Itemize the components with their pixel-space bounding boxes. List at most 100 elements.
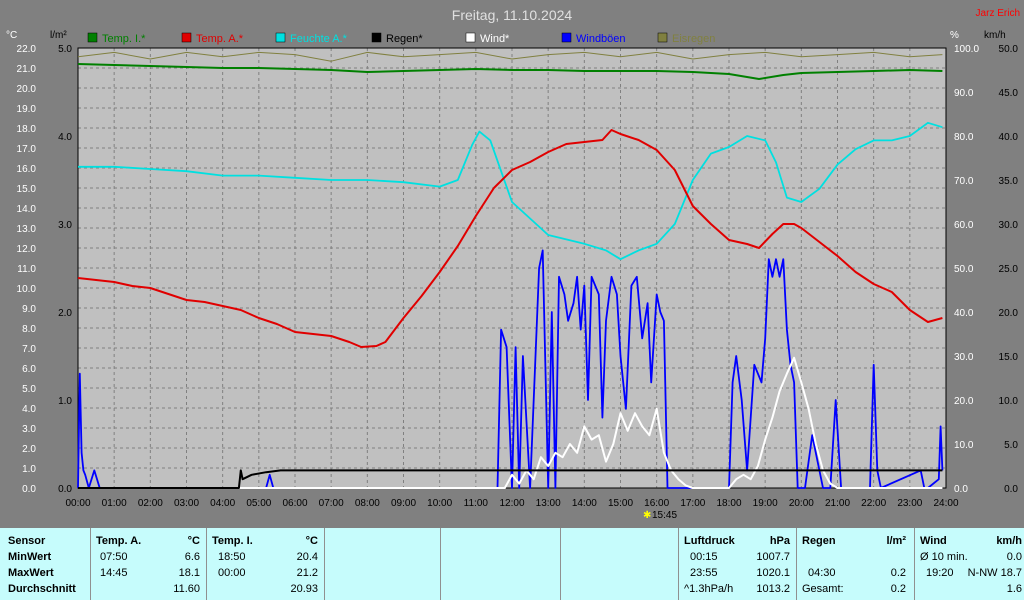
divider xyxy=(324,528,325,600)
temp-tick-label: 7.0 xyxy=(22,344,36,355)
temp-tick-label: 22.0 xyxy=(17,44,37,55)
x-tick-label: 13:00 xyxy=(536,498,561,509)
temp-tick-label: 20.0 xyxy=(17,84,37,95)
temp-a-header: Temp. A. xyxy=(96,535,142,547)
x-tick-label: 01:00 xyxy=(102,498,127,509)
wind-tick-label: 10.0 xyxy=(999,396,1019,407)
wind-tick-label: 5.0 xyxy=(1004,440,1018,451)
x-tick-label: 09:00 xyxy=(391,498,416,509)
x-tick-label: 21:00 xyxy=(825,498,850,509)
pct-tick-label: 90.0 xyxy=(954,88,974,99)
pct-tick-label: 80.0 xyxy=(954,132,974,143)
author-label: Jarz Erich xyxy=(976,8,1020,19)
temp-tick-label: 17.0 xyxy=(17,144,37,155)
pct-tick-label: 20.0 xyxy=(954,396,974,407)
temp-tick-label: 14.0 xyxy=(17,204,37,215)
x-tick-label: 22:00 xyxy=(861,498,886,509)
divider xyxy=(914,528,915,600)
x-tick-label: 16:00 xyxy=(644,498,669,509)
temp-tick-label: 18.0 xyxy=(17,124,37,135)
wind-tick-label: 20.0 xyxy=(999,308,1019,319)
x-tick-label: 07:00 xyxy=(319,498,344,509)
pressure-header: Luftdruck xyxy=(684,535,735,547)
rain-max-time: 04:30 xyxy=(808,567,836,579)
row-label-max: MaxWert xyxy=(8,567,54,579)
x-tick-label: 05:00 xyxy=(246,498,271,509)
temp-tick-label: 9.0 xyxy=(22,304,36,315)
x-tick-label: 19:00 xyxy=(753,498,778,509)
series-line-regen xyxy=(78,469,943,489)
legend-entry: Temp. A.* xyxy=(196,33,244,45)
x-tick-label: 14:00 xyxy=(572,498,597,509)
legend-swatch xyxy=(371,32,382,43)
legend-swatch xyxy=(657,32,668,43)
temp-tick-label: 13.0 xyxy=(17,224,37,235)
series-lines xyxy=(77,51,944,489)
x-tick-label: 10:00 xyxy=(427,498,452,509)
rain-tick-label: 0.0 xyxy=(58,484,72,495)
series-line-tempi xyxy=(77,63,943,80)
series-line-eisregen xyxy=(77,51,943,62)
temp-i-unit: °C xyxy=(305,535,318,547)
legend-entry: Wind* xyxy=(480,33,510,45)
rain-tick-label: 3.0 xyxy=(58,220,72,231)
wind-tick-label: 0.0 xyxy=(1004,484,1018,495)
temp-tick-label: 8.0 xyxy=(22,324,36,335)
wind-tick-label: 30.0 xyxy=(999,220,1019,231)
rain-total: 0.2 xyxy=(890,583,906,595)
pressure-unit: hPa xyxy=(769,535,790,547)
temp-i-max-time: 00:00 xyxy=(218,567,246,579)
time-marker-icon: ✱ xyxy=(643,510,651,521)
pressure-min-val: 1007.7 xyxy=(756,551,790,563)
pct-tick-label: 30.0 xyxy=(954,352,974,363)
temp-a-max-time: 14:45 xyxy=(100,567,128,579)
rain-tick-label: 4.0 xyxy=(58,132,72,143)
x-tick-label: 24:00 xyxy=(933,498,958,509)
pct-tick-label: 50.0 xyxy=(954,264,974,275)
wind-avg: 1.6 xyxy=(1006,583,1022,595)
x-tick-label: 17:00 xyxy=(680,498,705,509)
temp-i-header: Temp. I. xyxy=(212,535,253,547)
row-label-min: MinWert xyxy=(8,551,52,563)
annotation: ✱ 15:45 xyxy=(643,510,677,521)
temp-tick-label: 19.0 xyxy=(17,104,37,115)
x-tick-label: 15:00 xyxy=(608,498,633,509)
x-tick-label: 08:00 xyxy=(355,498,380,509)
pressure-min-time: 00:15 xyxy=(690,551,718,563)
temp-tick-label: 10.0 xyxy=(17,284,37,295)
temp-a-min-val: 6.6 xyxy=(184,551,200,563)
temp-tick-label: 2.0 xyxy=(22,444,36,455)
wind-header: Wind xyxy=(920,535,947,547)
legend-entry: Regen* xyxy=(386,33,423,45)
legend-swatch xyxy=(87,32,98,43)
pct-tick-label: 100.0 xyxy=(954,44,979,55)
wind-tick-label: 25.0 xyxy=(999,264,1019,275)
pct-tick-label: 60.0 xyxy=(954,220,974,231)
divider xyxy=(560,528,561,600)
rain-tick-label: 2.0 xyxy=(58,308,72,319)
temp-a-max-val: 18.1 xyxy=(178,567,200,579)
x-tick-label: 20:00 xyxy=(789,498,814,509)
rain-tick-label: 5.0 xyxy=(58,44,72,55)
series-line-tempa xyxy=(77,129,943,348)
temp-tick-label: 4.0 xyxy=(22,404,36,415)
temp-a-min-time: 07:50 xyxy=(100,551,128,563)
left-rain-unit: l/m² xyxy=(50,30,67,41)
x-tick-label: 18:00 xyxy=(716,498,741,509)
legend-entry: Temp. I.* xyxy=(102,33,146,45)
right-pct-unit: % xyxy=(950,30,959,41)
divider xyxy=(678,528,679,600)
rain-header: Regen xyxy=(802,535,836,547)
legend-swatch xyxy=(275,32,286,43)
axes: 00:00 01:00 02:00 03:00 04:00 05:00 06:00 07:00… xyxy=(17,44,1019,509)
wind-avg10-label: Ø 10 min. xyxy=(920,551,968,563)
temp-tick-label: 16.0 xyxy=(17,164,37,175)
legend-swatch xyxy=(465,32,476,43)
legend: Temp. I.* Temp. A.* Feuchte A.* Regen* Wind*… xyxy=(87,32,715,45)
row-label-avg: Durchschnitt xyxy=(8,583,76,595)
x-tick-label: 00:00 xyxy=(65,498,90,509)
rain-tick-label: 1.0 xyxy=(58,396,72,407)
pressure-max-val: 1020.1 xyxy=(756,567,790,579)
x-tick-label: 02:00 xyxy=(138,498,163,509)
temp-i-max-val: 21.2 xyxy=(296,567,318,579)
